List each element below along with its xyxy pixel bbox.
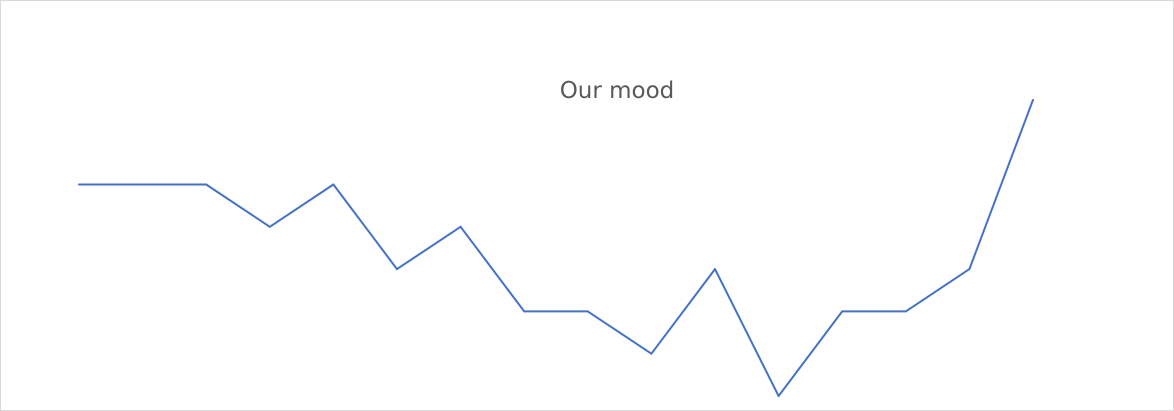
data-point-2 xyxy=(141,183,144,186)
data-point-12 xyxy=(777,395,780,397)
chart-title: Our mood xyxy=(559,78,675,104)
data-point-14 xyxy=(904,310,907,313)
data-point-5 xyxy=(332,183,335,186)
data-point-9 xyxy=(586,310,589,313)
series-line-1 xyxy=(79,99,1034,397)
data-point-4 xyxy=(268,225,271,228)
data-point-1 xyxy=(78,183,80,186)
data-point-3 xyxy=(205,183,208,186)
data-point-10 xyxy=(650,352,653,355)
data-point-13 xyxy=(841,310,844,313)
data-point-15 xyxy=(968,268,971,271)
data-point-8 xyxy=(523,310,526,313)
data-point-16 xyxy=(1032,98,1034,101)
series-layer xyxy=(78,98,1034,397)
data-point-6 xyxy=(396,268,398,271)
data-point-7 xyxy=(459,225,462,228)
data-point-11 xyxy=(714,268,716,271)
